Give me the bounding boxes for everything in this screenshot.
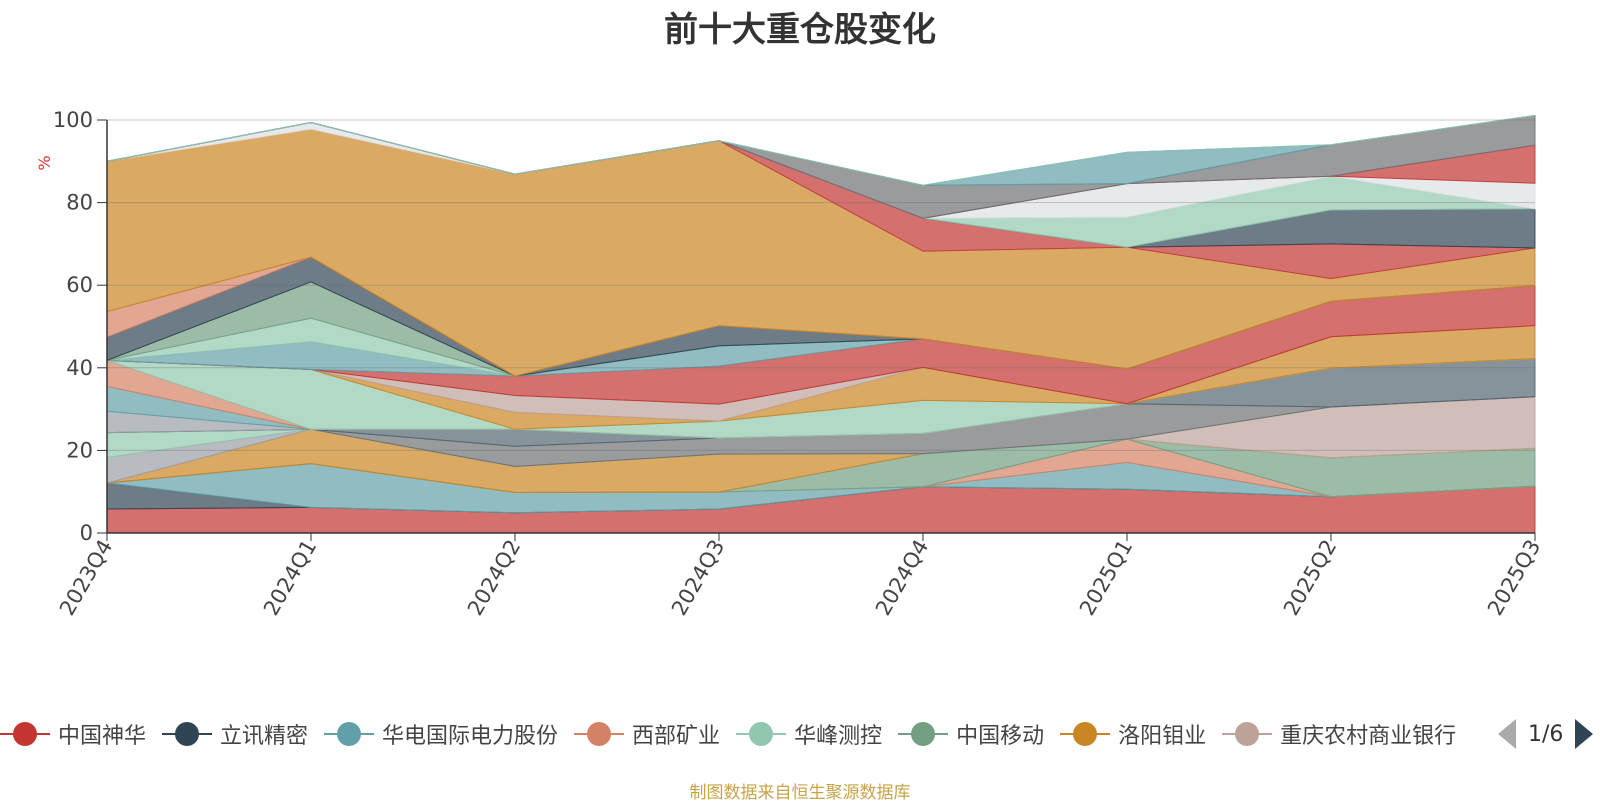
legend-item[interactable]: 立讯精密: [162, 716, 308, 752]
legend-label: 中国神华: [58, 724, 147, 749]
legend-page-indicator: 1/6: [1528, 721, 1564, 747]
legend-item[interactable]: 重庆农村商业银行: [1222, 716, 1456, 752]
legend-label: 中国移动: [956, 724, 1045, 749]
legend-label: 西部矿业: [632, 724, 721, 749]
x-tick-label: 2024Q1: [259, 536, 321, 620]
legend-prev-arrow-icon[interactable]: [1498, 719, 1516, 749]
legend-marker-icon: [898, 722, 949, 746]
x-tick-label: 2024Q3: [667, 536, 729, 620]
legend-item[interactable]: 华电国际电力股份: [324, 716, 558, 752]
stacked-areas: [106, 114, 1536, 534]
y-tick-label: 0: [80, 521, 93, 545]
chart-title: 前十大重仓股变化: [664, 10, 936, 50]
y-tick-label: 60: [66, 273, 93, 297]
x-tick-label: 2025Q3: [1483, 536, 1545, 620]
legend-label: 华峰测控: [794, 724, 883, 749]
grid-lines: [107, 119, 1535, 451]
y-tick-label: 80: [66, 191, 93, 215]
legend-marker-icon: [574, 722, 625, 746]
legend-marker-icon: [1222, 722, 1273, 746]
legend-item[interactable]: 西部矿业: [574, 716, 720, 752]
legend-label: 重庆农村商业银行: [1280, 724, 1457, 749]
legend-track: 中国神华 立讯精密 华电国际电力股份 西部矿业 华峰测控 中国移动 洛阳钼业 重庆农村商业银行: [0, 716, 1472, 752]
legend-item[interactable]: 中国神华: [0, 716, 146, 752]
legend-marker-icon: [324, 722, 375, 746]
x-tick-label: 2024Q2: [463, 536, 525, 620]
legend-next-arrow-icon[interactable]: [1575, 719, 1594, 749]
x-tick-label: 2024Q4: [871, 536, 933, 620]
legend-pager: 1/6: [1498, 716, 1594, 752]
area-chart: 0 20 40 60 80 100 2023Q4 2024Q1 2024Q2 2024Q3 2024…: [35, 108, 1545, 620]
y-tick-label: 20: [66, 438, 93, 462]
x-tick-label: 2023Q4: [55, 536, 117, 620]
legend-label: 华电国际电力股份: [382, 724, 559, 749]
y-tick-label: 100: [53, 108, 93, 132]
source-note: 制图数据来自恒生聚源数据库: [689, 783, 911, 803]
x-tick-label: 2025Q1: [1075, 536, 1137, 620]
legend-marker-icon: [1060, 722, 1111, 746]
legend-label: 立讯精密: [220, 724, 309, 749]
legend-item[interactable]: 洛阳钼业: [1060, 716, 1206, 752]
legend-marker-icon: [162, 722, 213, 746]
legend-marker-icon: [736, 722, 787, 746]
legend-item[interactable]: 中国移动: [898, 716, 1044, 752]
legend: 中国神华 立讯精密 华电国际电力股份 西部矿业 华峰测控 中国移动 洛阳钼业 重庆农村商业银行…: [0, 716, 1600, 752]
legend-viewport: 中国神华 立讯精密 华电国际电力股份 西部矿业 华峰测控 中国移动 洛阳钼业 重庆农村商业银行: [0, 716, 1478, 752]
y-tick-label: 40: [66, 356, 93, 380]
legend-marker-icon: [0, 722, 50, 746]
legend-item[interactable]: 华峰测控: [736, 716, 882, 752]
y-axis-label: %: [35, 155, 54, 170]
x-tick-label: 2025Q2: [1279, 536, 1341, 620]
legend-label: 洛阳钼业: [1118, 724, 1207, 749]
area-series-33[interactable]: [106, 115, 1536, 186]
